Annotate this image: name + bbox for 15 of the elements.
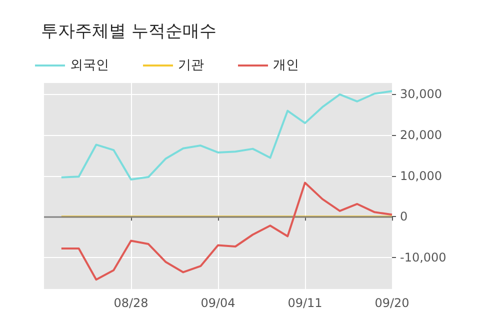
- y-tick-label: -10,000: [400, 250, 446, 265]
- line-series: [60, 182, 393, 281]
- legend-label: 외국인: [70, 58, 109, 73]
- y-tick-label: 30,000: [400, 87, 442, 102]
- y-tick-label: 0: [400, 210, 408, 224]
- y-tick-label: 20,000: [400, 128, 442, 142]
- x-tick-label: 08/28: [114, 296, 148, 310]
- chart-title: 투자주체별 누적순매수: [41, 22, 216, 42]
- legend-label: 기관: [178, 58, 204, 73]
- legend-label: 개인: [273, 58, 299, 73]
- x-tick-label: 09/20: [374, 296, 410, 310]
- x-tick-label: 09/04: [200, 296, 236, 310]
- y-tick-label: 10,000: [400, 168, 442, 183]
- x-tick-label: 09/11: [288, 296, 322, 310]
- line-series: [60, 90, 393, 180]
